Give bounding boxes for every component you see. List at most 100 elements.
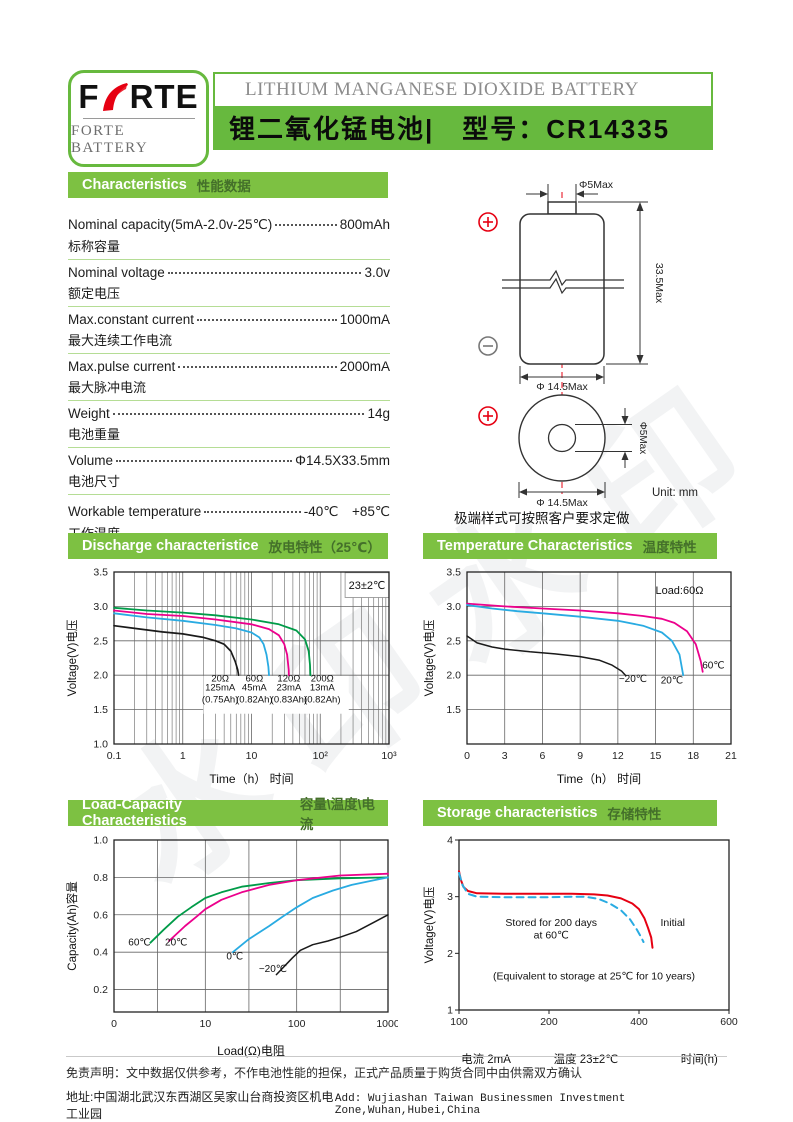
chart-svg: 0 3 6 9 12 15 18 21 1.5 2.0 2.5 3.0 3.5 Load:60Ω −20℃ 2… [423,567,737,787]
svg-text:10: 10 [246,750,258,762]
svg-text:0℃: 0℃ [226,952,243,963]
svg-text:−20℃: −20℃ [259,964,287,975]
characteristic-label: Max.constant current [68,312,195,327]
forte-swoosh-icon [102,82,128,111]
svg-text:10: 10 [199,1018,211,1030]
discharge-characteristics-chart: 0.1 1 10 10² 10³ 1.0 1.5 2.0 2.5 3.0 3.5 20Ω 125mA (0… [64,562,398,795]
section-title-en: Temperature Characteristics [437,538,633,554]
height-label: 33.5Max [653,263,665,304]
load-capacity-characteristics-chart: 0 10 100 1000 0.2 0.4 0.6 0.8 1.0 60℃ 20℃ 0℃ −20℃ Loa… [64,830,400,1067]
svg-text:100: 100 [288,1018,306,1030]
characteristic-row: Nominal voltage 3.0v 额定电压 [68,260,390,307]
svg-text:23mA: 23mA [276,682,301,693]
battery-dimension-diagram: Φ5Max 33.5Max Φ 14.5Max [454,179,698,526]
dotted-leader [116,460,293,462]
svg-text:3.5: 3.5 [446,567,461,579]
characteristic-value: 3.0v [364,265,390,280]
svg-text:200Ω: 200Ω [311,673,334,684]
svg-text:10³: 10³ [381,750,397,762]
svg-text:2.5: 2.5 [446,635,461,647]
outer-diameter-dimension [518,482,606,498]
minus-terminal-icon [478,336,498,356]
section-header-storage: Storage characteristics 存储特性 [423,800,717,826]
svg-text:Voltage(V)电压: Voltage(V)电压 [423,620,436,697]
section-title-zh: 性能数据 [196,179,251,194]
characteristic-row: Nominal capacity(5mA-2.0v-25℃) 800mAh 标称容量 [68,212,390,260]
section-header-load-capacity: Load-Capacity Characteristics 容量\温度\电流 [68,797,388,832]
section-header-characteristics: Characteristics 性能数据 [68,172,388,198]
svg-text:120Ω: 120Ω [277,673,300,684]
section-title-en: Storage characteristics [437,805,598,821]
body-diameter-label: Φ 14.5Max [536,381,588,393]
svg-text:20℃: 20℃ [661,675,683,686]
characteristics-table: Nominal capacity(5mA-2.0v-25℃) 800mAh 标称容量… [68,212,390,546]
svg-text:3: 3 [447,891,453,903]
characteristic-value: 1000mA [339,312,390,327]
chart-svg: 0.1 1 10 10² 10³1.01.52.02.53.03.520Ω125mA(0… [66,567,397,787]
svg-text:6: 6 [540,750,546,762]
height-dimension [578,201,648,365]
svg-text:0.4: 0.4 [93,947,108,959]
battery-body [519,213,605,365]
svg-text:1000: 1000 [376,1018,398,1030]
svg-text:Initial: Initial [660,917,685,929]
characteristic-row: Max.constant current 1000mA 最大连续工作电流 [68,307,390,354]
brand-wordmark: F RTE [78,80,198,113]
svg-text:100: 100 [450,1016,468,1028]
characteristic-value: 14g [367,406,390,421]
svg-text:Time（h） 时间: Time（h） 时间 [557,772,641,786]
svg-text:2: 2 [447,948,453,960]
dotted-leader [275,224,337,226]
svg-text:2.5: 2.5 [93,635,108,647]
svg-text:125mA: 125mA [205,682,236,693]
svg-text:3.0: 3.0 [446,601,461,613]
characteristic-label: Weight [68,406,110,421]
dotted-leader [167,272,362,274]
logo-divider [82,118,195,119]
characteristic-row: Max.pulse current 2000mA 最大脉冲电流 [68,354,390,401]
plus-terminal-icon [478,406,498,426]
chart-svg: 0 10 100 1000 0.2 0.4 0.6 0.8 1.0 60℃ 20℃ 0℃ −20℃ Loa… [65,835,400,1059]
svg-text:Stored for 200 days: Stored for 200 days [505,917,597,929]
characteristic-row: Volume Φ14.5X33.5mm 电池尺寸 [68,448,390,495]
svg-text:12: 12 [612,750,624,762]
svg-text:20Ω: 20Ω [211,673,229,684]
break-line [502,277,624,295]
svg-text:20℃: 20℃ [165,938,187,949]
storage-characteristics-chart: 100 200 400 600 1 2 3 4 Stored for 200 days at 60… [421,830,745,1073]
svg-text:13mA: 13mA [310,682,335,693]
svg-text:23±2℃: 23±2℃ [349,580,386,592]
characteristic-label-zh: 最大脉冲电流 [68,380,147,395]
section-title-en: Discharge characteristice [82,538,259,554]
address-chinese: 地址:中国湖北武汉东西湖区吴家山台商投资区机电工业园 [66,1090,334,1121]
svg-text:3: 3 [502,750,508,762]
plus-terminal-icon [478,212,498,232]
title-box: LITHIUM MANGANESE DIOXIDE BATTERY 锂二氧化锰电… [213,72,713,150]
cap-diameter-label: Φ5Max [579,179,614,191]
svg-text:3.0: 3.0 [93,601,108,613]
svg-text:600: 600 [720,1016,738,1028]
svg-text:(0.75Ah): (0.75Ah) [202,695,238,706]
svg-text:(0.82Ah): (0.82Ah) [304,695,340,706]
svg-text:1: 1 [447,1005,453,1017]
section-title-zh: 存储特性 [607,807,662,822]
svg-text:9: 9 [577,750,583,762]
svg-text:0.6: 0.6 [93,909,108,921]
inner-diameter-label: Φ5Max [637,422,648,454]
svg-text:60℃: 60℃ [702,660,724,671]
section-title-zh: 放电特性（25℃） [268,540,381,555]
svg-text:18: 18 [687,750,699,762]
characteristic-label-zh: 电池重量 [68,427,121,442]
footer: 免责声明：文中数据仅供参考，不作电池性能的担保，正式产品质量于购货合同中由供需双… [66,1056,727,1122]
characteristic-label-zh: 最大连续工作电流 [68,333,173,348]
svg-text:Capacity(Ah)容量: Capacity(Ah)容量 [65,881,79,970]
svg-text:温度 23±2℃: 温度 23±2℃ [554,1052,619,1066]
section-header-discharge: Discharge characteristice 放电特性（25℃） [68,533,388,559]
forte-logo: F RTE FORTE BATTERY [68,70,209,167]
characteristic-value: 800mAh [339,217,390,232]
characteristic-row: Weight 14g 电池重量 [68,401,390,448]
svg-text:(Equivalent to storage at 25℃: (Equivalent to storage at 25℃ for 10 yea… [493,970,695,982]
svg-text:(0.82Ah): (0.82Ah) [236,695,272,706]
svg-text:1.5: 1.5 [446,704,461,716]
svg-text:2.0: 2.0 [93,670,108,682]
